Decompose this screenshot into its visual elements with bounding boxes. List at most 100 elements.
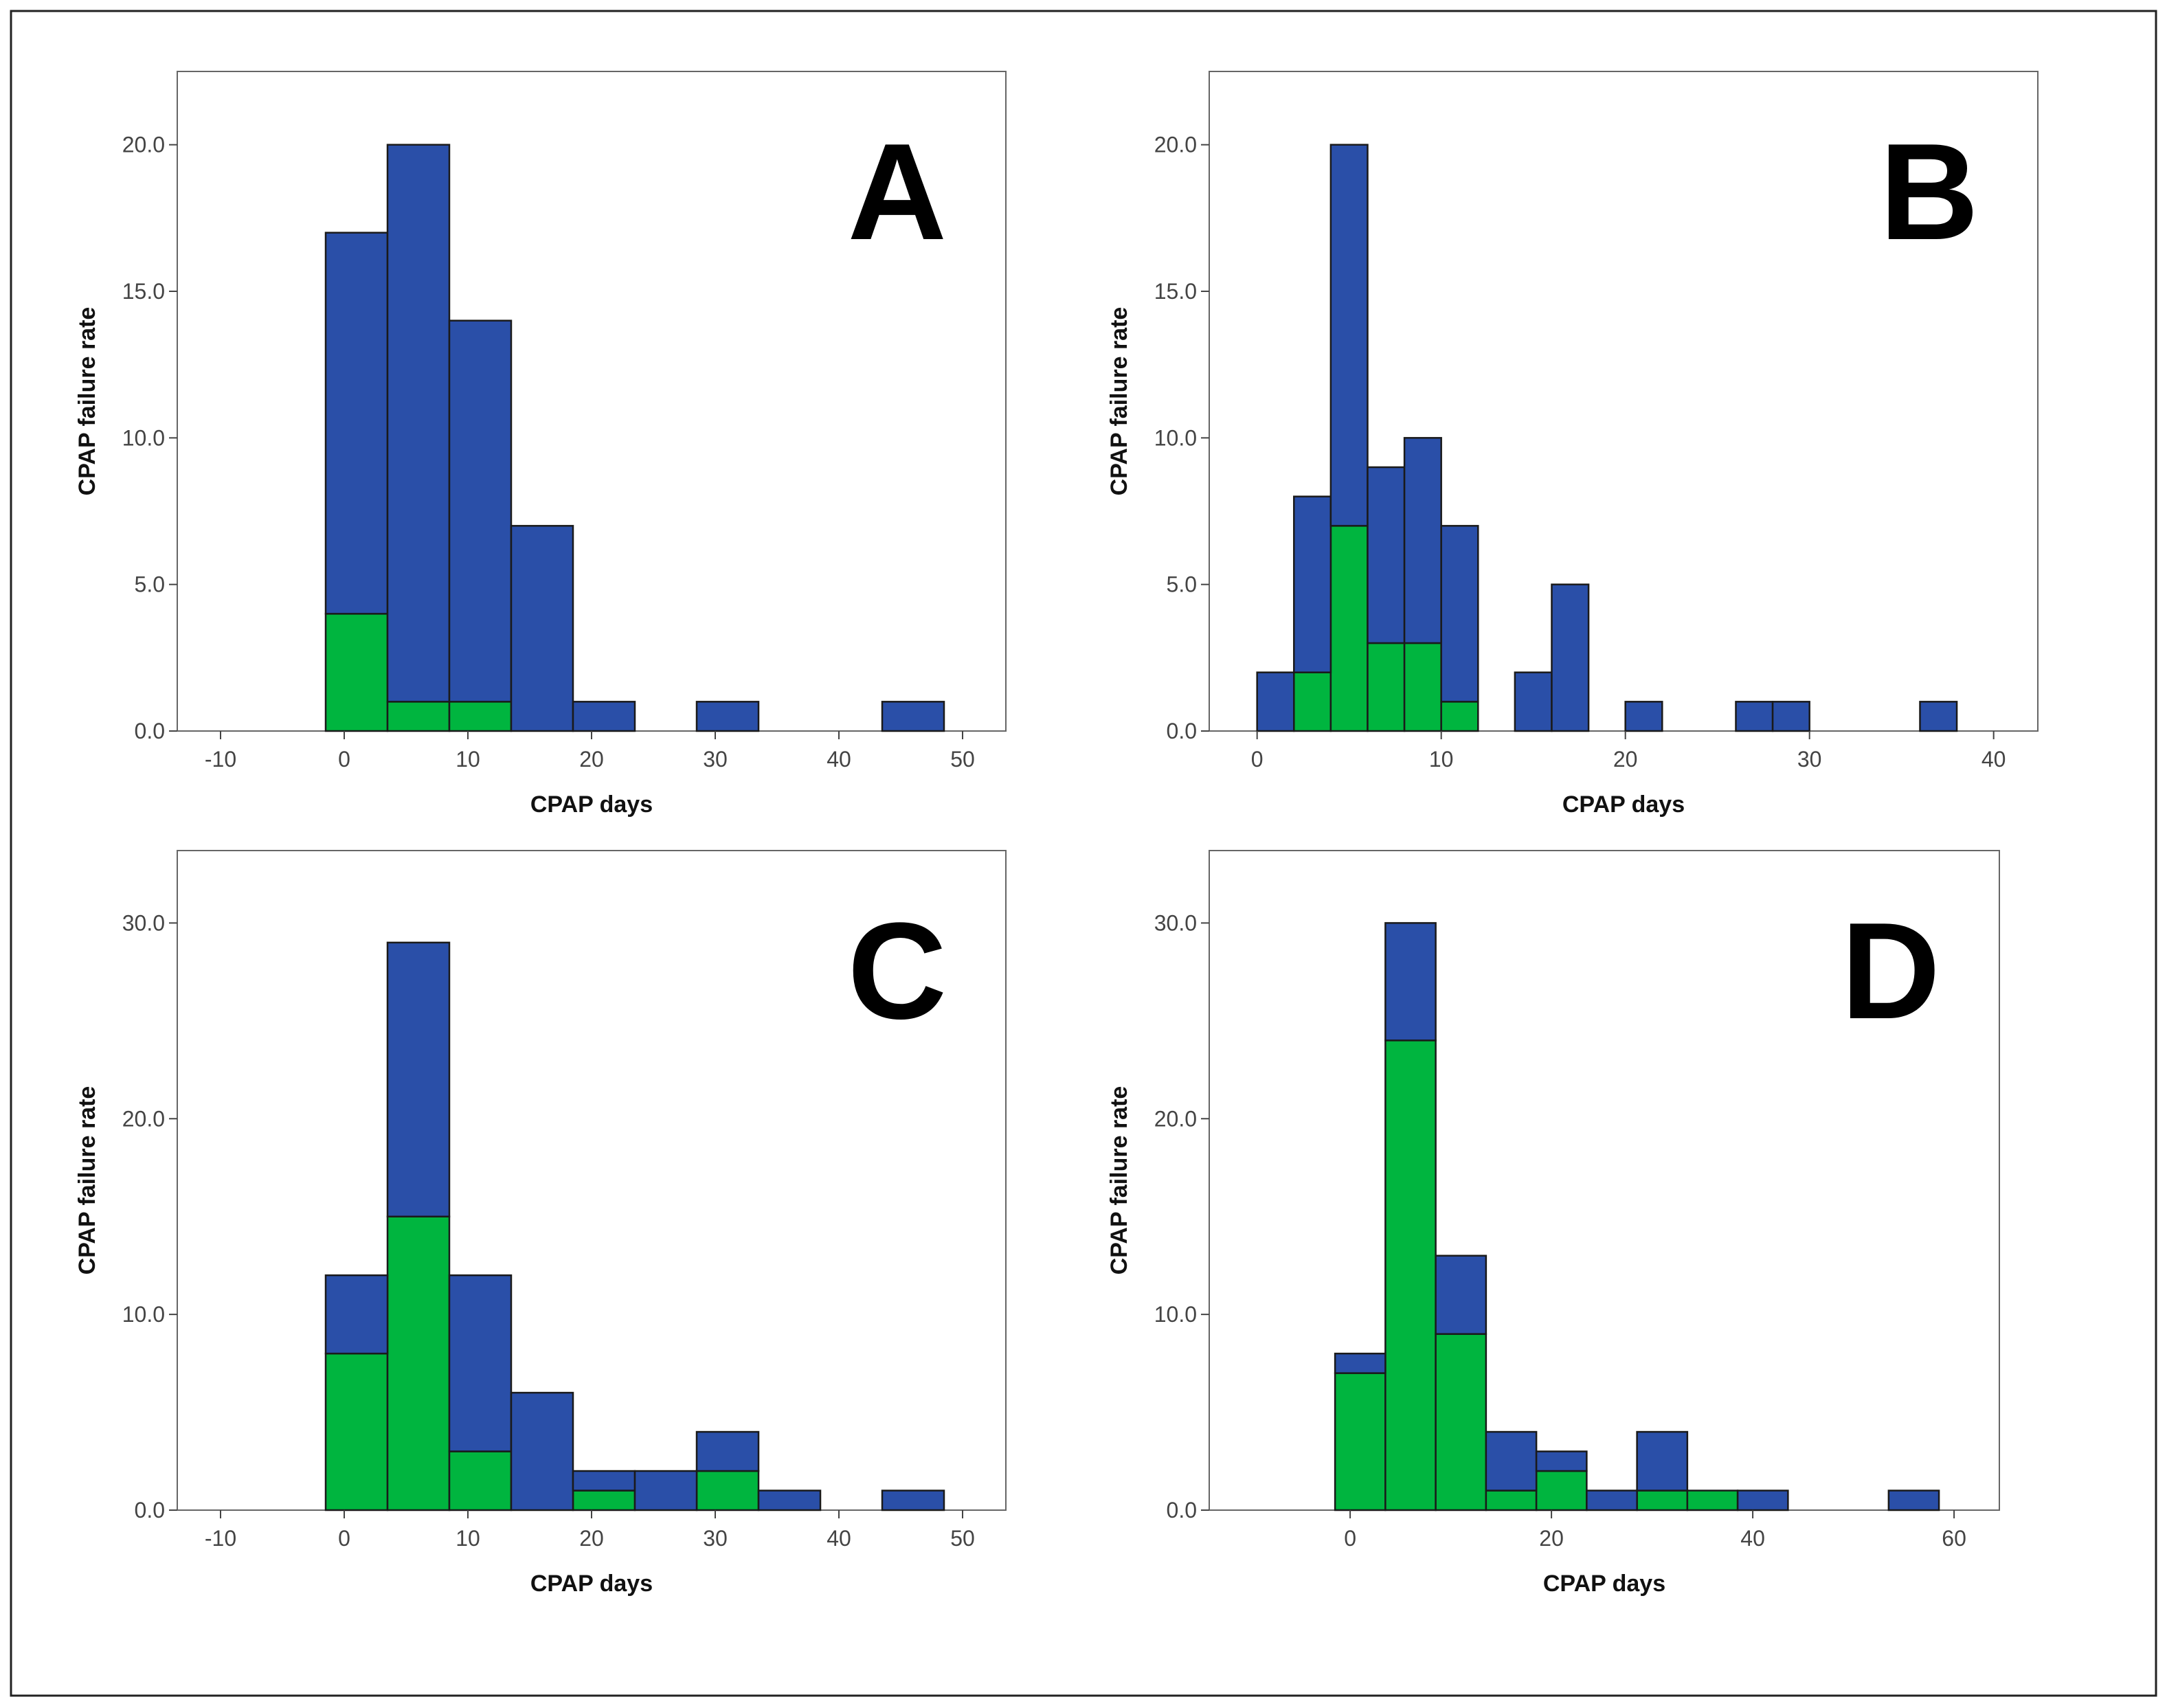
bar-blue-d-8 xyxy=(1736,1490,1789,1512)
bar-green-a-2 xyxy=(448,701,513,732)
y-tick-label-c-3: 30.0 xyxy=(122,910,165,935)
panel-letter-a: A xyxy=(848,115,947,269)
x-axis-title-a: CPAP days xyxy=(530,791,653,818)
x-tick-label-a-5: 40 xyxy=(827,747,851,772)
x-tick-label-c-2: 10 xyxy=(456,1526,480,1551)
bar-green-b-1 xyxy=(1293,671,1332,732)
bar-green-d-2 xyxy=(1435,1333,1487,1512)
bar-green-d-4 xyxy=(1535,1470,1588,1512)
bar-blue-a-4 xyxy=(572,701,636,732)
bar-green-b-2 xyxy=(1329,525,1369,732)
y-axis-title-a: CPAP failure rate xyxy=(74,307,100,496)
y-tick-label-b-1: 5.0 xyxy=(1167,572,1197,597)
y-tick-label-a-4: 20.0 xyxy=(122,133,165,157)
bar-blue-b-14 xyxy=(1771,701,1810,732)
bar-blue-b-2 xyxy=(1329,144,1369,527)
x-tick-label-c-3: 20 xyxy=(579,1526,604,1551)
chart-panel-a: 0.0 5.0 10.0 15.0 20.0 -10 0 10 20 30 40 50 CPAP day… xyxy=(74,71,1007,818)
y-tick-label-d-2: 20.0 xyxy=(1154,1106,1197,1131)
y-tick-label-b-0: 0.0 xyxy=(1167,719,1197,743)
bar-blue-c-5 xyxy=(633,1470,698,1512)
x-tick-label-c-0: -10 xyxy=(205,1526,236,1551)
bar-blue-a-3 xyxy=(510,525,574,732)
bar-green-d-3 xyxy=(1485,1490,1538,1512)
x-tick-label-a-4: 30 xyxy=(703,747,728,772)
bar-blue-b-8 xyxy=(1551,583,1590,732)
x-tick-label-a-1: 0 xyxy=(338,747,350,772)
x-tick-label-d-1: 20 xyxy=(1539,1526,1564,1551)
bar-blue-d-1 xyxy=(1384,922,1437,1042)
chart-panel-b: 0.0 5.0 10.0 15.0 20.0 0 10 20 30 40 CPAP days CPAP… xyxy=(1106,71,2039,818)
bar-green-c-2 xyxy=(448,1450,513,1512)
y-tick-label-b-2: 10.0 xyxy=(1154,425,1197,450)
x-axis-title-b: CPAP days xyxy=(1562,791,1685,818)
y-tick-label-a-0: 0.0 xyxy=(135,719,165,743)
bar-blue-d-0 xyxy=(1334,1352,1386,1374)
y-tick-label-d-1: 10.0 xyxy=(1154,1302,1197,1327)
x-tick-label-a-3: 20 xyxy=(579,747,604,772)
y-tick-label-a-3: 15.0 xyxy=(122,279,165,304)
panel-letter-d: D xyxy=(1841,895,1940,1048)
bar-green-b-5 xyxy=(1440,701,1479,732)
y-tick-label-c-0: 0.0 xyxy=(135,1498,165,1522)
y-axis-title-c: CPAP failure rate xyxy=(74,1086,100,1275)
bar-blue-a-6 xyxy=(695,701,760,732)
x-tick-label-c-4: 30 xyxy=(703,1526,728,1551)
y-axis-title-d: CPAP failure rate xyxy=(1106,1086,1132,1275)
y-tick-label-c-2: 20.0 xyxy=(122,1106,165,1131)
y-tick-label-b-3: 15.0 xyxy=(1154,279,1197,304)
y-tick-label-d-3: 30.0 xyxy=(1154,910,1197,935)
bar-blue-d-2 xyxy=(1435,1255,1487,1335)
bar-blue-b-4 xyxy=(1403,437,1442,644)
bar-green-c-4 xyxy=(572,1490,636,1512)
plot-area-a xyxy=(177,71,1007,732)
x-tick-label-a-2: 10 xyxy=(456,747,480,772)
bar-green-a-0 xyxy=(324,613,389,732)
bar-blue-b-1 xyxy=(1293,495,1332,673)
bar-blue-c-9 xyxy=(881,1490,945,1512)
x-axis-title-c: CPAP days xyxy=(530,1571,653,1597)
bar-blue-a-2 xyxy=(448,319,513,703)
bar-blue-c-1 xyxy=(386,941,451,1217)
y-tick-label-b-4: 20.0 xyxy=(1154,133,1197,157)
x-tick-label-c-6: 50 xyxy=(950,1526,975,1551)
x-tick-label-d-2: 40 xyxy=(1740,1526,1765,1551)
bar-blue-c-7 xyxy=(757,1490,822,1512)
bar-green-c-1 xyxy=(386,1215,451,1512)
plot-area-c xyxy=(177,850,1007,1511)
bar-blue-b-10 xyxy=(1624,701,1663,732)
bar-blue-b-3 xyxy=(1367,466,1406,644)
chart-panel-c: 0.0 10.0 20.0 30.0 -10 0 10 20 30 40 50 CPAP days CP… xyxy=(74,850,1007,1597)
bar-blue-b-5 xyxy=(1440,525,1479,703)
bar-green-d-1 xyxy=(1384,1040,1437,1512)
bar-blue-a-9 xyxy=(881,701,945,732)
bar-blue-c-3 xyxy=(510,1391,574,1512)
y-axis-title-b: CPAP failure rate xyxy=(1106,307,1132,496)
x-tick-label-d-3: 60 xyxy=(1942,1526,1966,1551)
y-tick-label-a-1: 5.0 xyxy=(135,572,165,597)
bar-green-a-1 xyxy=(386,701,451,732)
y-tick-label-d-0: 0.0 xyxy=(1167,1498,1197,1522)
bar-green-c-0 xyxy=(324,1352,389,1512)
bar-blue-d-5 xyxy=(1586,1490,1638,1512)
x-tick-label-b-4: 40 xyxy=(1981,747,2006,772)
x-tick-label-b-0: 0 xyxy=(1251,747,1264,772)
bar-blue-b-0 xyxy=(1256,671,1295,732)
y-tick-label-c-1: 10.0 xyxy=(122,1302,165,1327)
bar-blue-c-6 xyxy=(695,1430,760,1472)
x-tick-label-d-0: 0 xyxy=(1344,1526,1356,1551)
bar-blue-c-4 xyxy=(572,1470,636,1492)
panel-letter-b: B xyxy=(1880,115,1979,269)
bar-blue-c-0 xyxy=(324,1274,389,1355)
bar-blue-d-11 xyxy=(1887,1490,1940,1512)
panels: 0.0 5.0 10.0 15.0 20.0 -10 0 10 20 30 40 50 CPAP day… xyxy=(74,71,2039,1597)
bar-blue-c-2 xyxy=(448,1274,513,1452)
bar-blue-d-6 xyxy=(1636,1430,1689,1492)
bar-green-c-6 xyxy=(695,1470,760,1512)
x-tick-label-b-2: 20 xyxy=(1613,747,1638,772)
x-tick-label-a-6: 50 xyxy=(950,747,975,772)
bar-blue-b-18 xyxy=(1919,701,1958,732)
bar-blue-a-1 xyxy=(386,144,451,703)
chart-panel-d: 0.0 10.0 20.0 30.0 0 20 40 60 CPAP days CPAP fail… xyxy=(1106,850,2000,1597)
